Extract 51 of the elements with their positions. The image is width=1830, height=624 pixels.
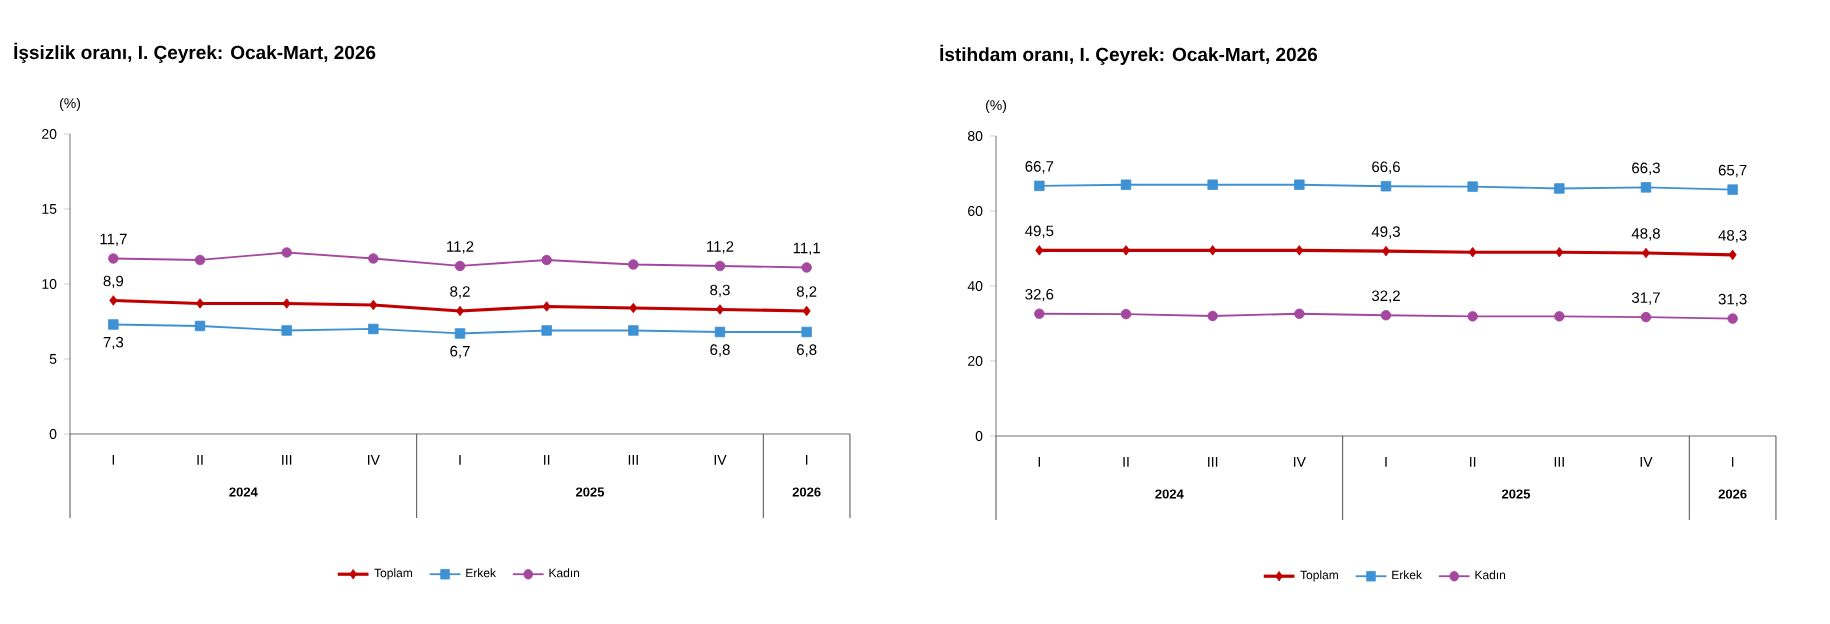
point bbox=[1207, 310, 1218, 322]
point bbox=[281, 247, 292, 258]
point bbox=[1034, 308, 1045, 319]
point bbox=[1467, 181, 1478, 192]
point bbox=[714, 326, 726, 338]
point bbox=[194, 320, 206, 332]
point bbox=[1727, 184, 1738, 195]
point bbox=[368, 253, 379, 264]
point bbox=[1207, 179, 1218, 190]
point bbox=[108, 319, 119, 330]
point bbox=[628, 325, 639, 336]
point bbox=[541, 254, 552, 266]
point bbox=[1380, 310, 1392, 321]
point bbox=[1467, 311, 1478, 322]
point bbox=[369, 299, 378, 311]
point bbox=[108, 253, 119, 264]
point bbox=[281, 325, 292, 336]
point bbox=[1468, 247, 1477, 258]
point bbox=[454, 260, 466, 272]
point bbox=[109, 295, 118, 306]
point bbox=[714, 260, 726, 272]
point bbox=[1294, 308, 1305, 319]
point bbox=[1122, 245, 1130, 256]
chart-title: İşsizlik oranı, I. Çeyrek: Ocak-Mart, 2026 bbox=[14, 42, 376, 63]
point bbox=[1034, 180, 1045, 192]
point bbox=[629, 302, 638, 314]
point bbox=[1120, 179, 1132, 190]
point bbox=[628, 259, 639, 270]
point bbox=[194, 254, 206, 266]
point bbox=[1208, 245, 1217, 256]
point bbox=[1554, 311, 1565, 322]
point bbox=[541, 325, 552, 336]
point bbox=[1728, 249, 1737, 261]
chart-title: İstihdam oranı, I. Çeyrek: Ocak-Mart, 2026 bbox=[940, 44, 1318, 65]
point bbox=[1555, 247, 1564, 258]
point bbox=[1295, 245, 1304, 256]
point bbox=[1380, 181, 1392, 192]
point bbox=[1640, 182, 1652, 193]
point bbox=[716, 304, 724, 315]
point bbox=[454, 328, 466, 339]
point bbox=[368, 323, 379, 335]
point bbox=[1294, 179, 1305, 190]
point bbox=[1035, 245, 1044, 256]
point bbox=[542, 301, 551, 312]
point bbox=[801, 326, 812, 338]
point bbox=[802, 305, 811, 317]
point bbox=[801, 262, 812, 273]
point bbox=[1554, 183, 1565, 194]
point bbox=[1120, 308, 1132, 320]
point bbox=[1640, 311, 1652, 323]
point bbox=[1727, 313, 1738, 324]
